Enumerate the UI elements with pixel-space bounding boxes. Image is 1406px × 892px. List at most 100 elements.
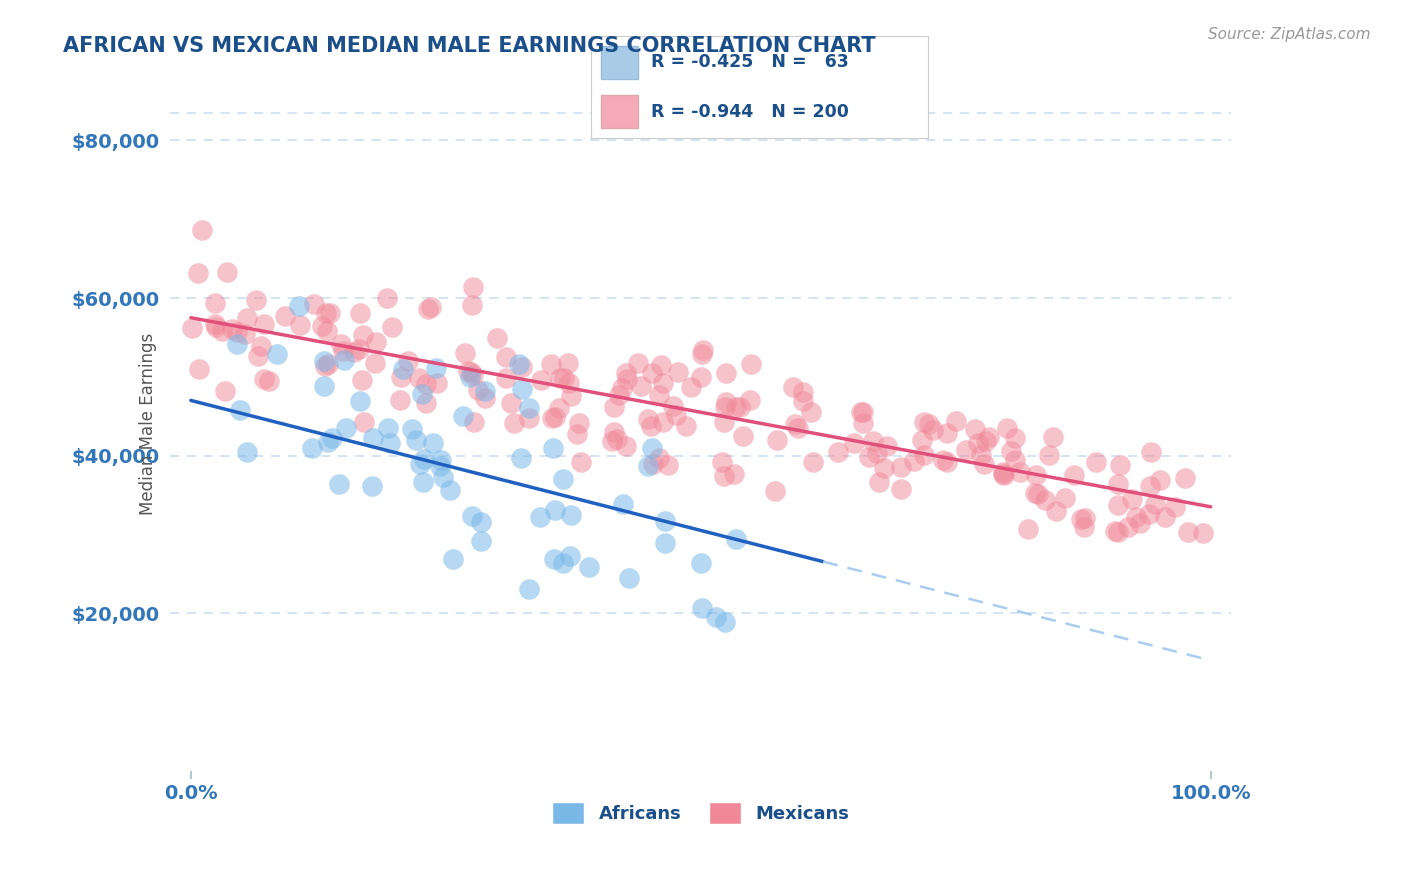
Point [903,454,925,468]
Point [205,319,228,334]
Point [247,349,270,363]
Point [329,336,352,351]
Point [1017,522,1039,536]
Point [713,401,735,415]
Point [654,535,676,549]
Point [931,453,953,467]
Point [630,378,652,392]
Point [827,444,849,458]
Point [418,302,440,317]
Point [1063,467,1085,482]
Point [288,318,311,332]
FancyBboxPatch shape [600,46,638,78]
Point [233,326,256,341]
Point [503,416,526,430]
Point [460,365,482,379]
Point [876,439,898,453]
Point [302,296,325,310]
Point [890,482,912,496]
Point [375,291,398,305]
Point [650,358,672,372]
Point [606,432,628,446]
Point [1174,471,1197,485]
Point [560,549,582,564]
Point [614,366,637,380]
Point [785,417,807,431]
Point [439,483,461,498]
Point [955,442,977,457]
Point [225,325,247,339]
Point [512,382,534,396]
Point [401,422,423,436]
Point [422,435,444,450]
Point [966,436,988,450]
Point [1026,487,1049,501]
Point [766,433,789,447]
Point [332,343,354,358]
Point [540,358,562,372]
Point [1108,458,1130,473]
Point [1045,504,1067,518]
Point [381,320,404,334]
Point [432,470,454,484]
Point [415,377,437,392]
Point [728,400,751,414]
Point [1025,467,1047,482]
Point [495,351,517,365]
Point [692,343,714,358]
Point [321,430,343,444]
Text: AFRICAN VS MEXICAN MEDIAN MALE EARNINGS CORRELATION CHART: AFRICAN VS MEXICAN MEDIAN MALE EARNINGS … [63,36,876,55]
Point [560,389,582,403]
Point [349,394,371,409]
Point [250,338,273,352]
Point [316,357,339,371]
Point [510,359,533,374]
Point [792,394,814,409]
Point [398,354,420,368]
Point [236,311,259,326]
Y-axis label: Median Male Earnings: Median Male Earnings [139,333,156,516]
Point [541,411,564,425]
Point [1116,520,1139,534]
Point [787,421,810,435]
Point [851,405,873,419]
Point [499,395,522,409]
Point [236,445,259,459]
Point [425,361,447,376]
Point [661,399,683,413]
Point [311,319,333,334]
Point [457,364,479,378]
Point [1140,445,1163,459]
Point [614,439,637,453]
Point [800,405,823,419]
Point [1121,491,1143,506]
Point [890,460,912,475]
Point [1107,498,1129,512]
Point [963,422,986,436]
Point [724,532,747,546]
Point [204,318,226,332]
Point [782,380,804,394]
Point [343,345,366,359]
Point [461,280,484,294]
Point [1042,430,1064,444]
Point [995,421,1018,435]
Point [641,457,664,471]
Point [190,222,212,236]
Point [412,475,434,490]
Point [364,356,387,370]
Point [274,310,297,324]
Point [637,412,659,426]
Point [353,416,375,430]
Point [866,446,889,460]
Point [405,433,427,447]
Point [681,380,703,394]
Point [429,458,451,473]
Point [419,301,441,315]
Point [1000,444,1022,458]
Point [675,418,697,433]
Point [842,436,865,450]
Point [467,383,489,397]
Point [617,571,640,585]
Point [666,365,689,379]
